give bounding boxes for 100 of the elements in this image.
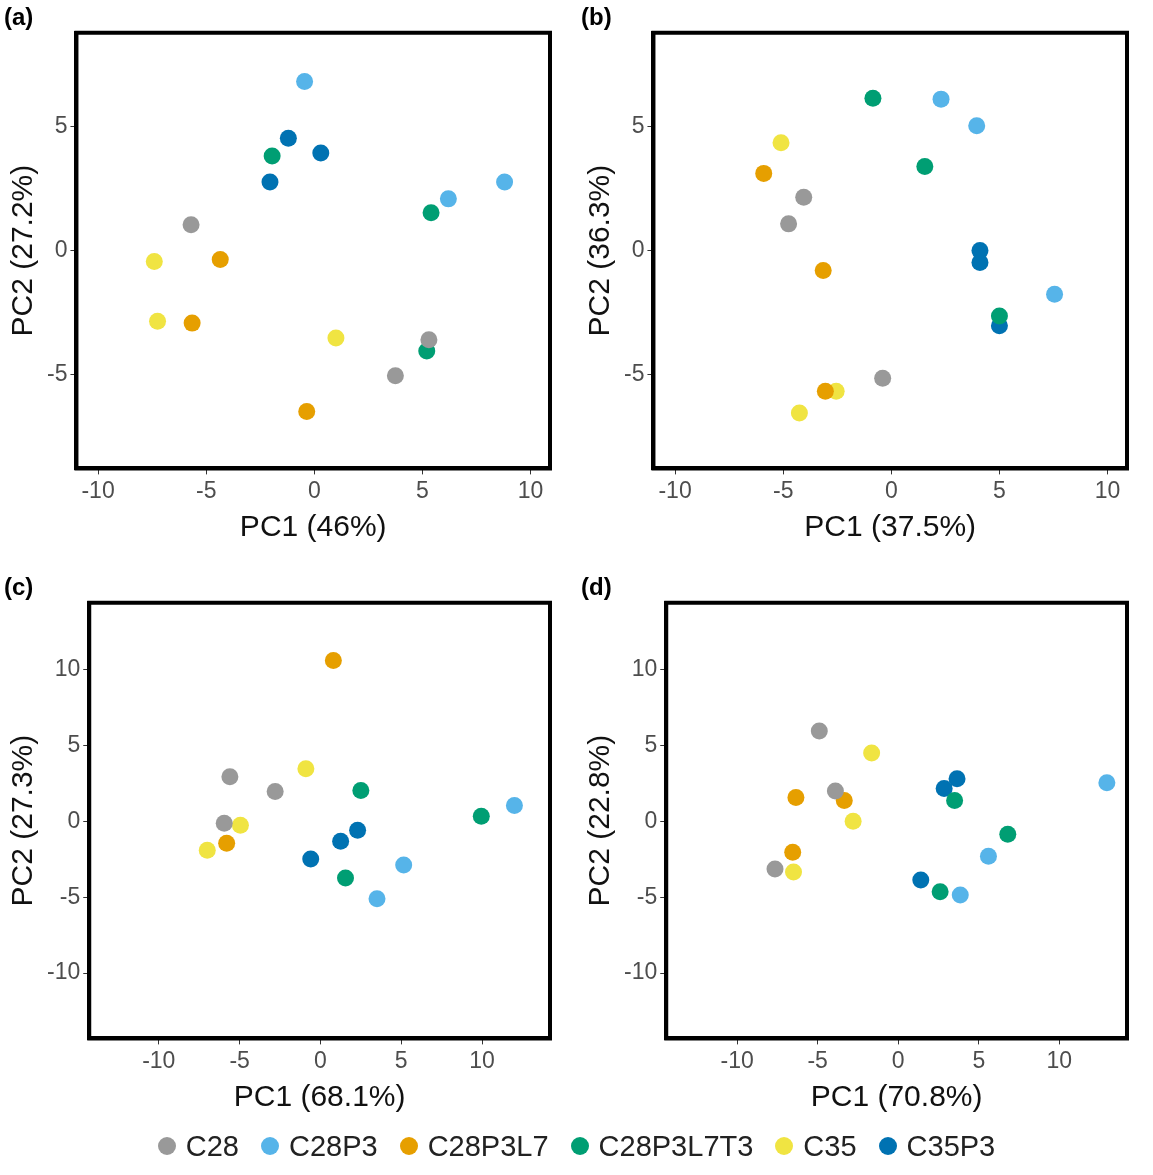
point: [352, 782, 370, 800]
point: [302, 850, 320, 868]
x-tick-label: -5: [772, 476, 794, 503]
point: [218, 834, 236, 852]
point: [231, 816, 249, 834]
legend-label: C28P3: [288, 1129, 378, 1163]
point: [916, 157, 934, 175]
x-axis-title: PC1 (68.1%): [233, 1079, 406, 1113]
point: [755, 164, 773, 182]
y-axis-title: PC2 (22.8%): [582, 734, 616, 907]
point: [951, 886, 969, 904]
point: [263, 147, 281, 165]
point: [814, 261, 832, 279]
y-tick-label: 5: [631, 112, 645, 139]
point: [785, 863, 803, 881]
x-tick-label: 0: [307, 476, 321, 503]
point: [784, 843, 802, 861]
y-tick-label: 0: [644, 806, 658, 833]
x-tick-label: -5: [229, 1046, 250, 1073]
y-tick-label: -5: [59, 882, 81, 909]
point: [844, 812, 862, 830]
y-tick-label: 5: [644, 730, 658, 757]
chart-title: (c): [4, 573, 34, 601]
point: [874, 369, 892, 387]
x-tick-label: 0: [891, 1046, 905, 1073]
point: [183, 314, 201, 332]
legend-label: C28P3L7T3: [598, 1129, 754, 1163]
point: [336, 869, 354, 887]
x-tick-label: -5: [807, 1046, 828, 1073]
x-tick-label: 10: [469, 1046, 495, 1073]
x-tick-label: 0: [884, 476, 898, 503]
point: [932, 90, 950, 108]
point: [496, 173, 514, 191]
chart-title: (b): [581, 3, 612, 31]
x-tick-label: 10: [517, 476, 544, 503]
point: [296, 73, 314, 91]
chart-title: (d): [581, 573, 612, 601]
y-tick-label: 10: [631, 654, 658, 681]
y-tick-label: 0: [67, 806, 81, 833]
point: [327, 329, 345, 347]
point: [505, 796, 523, 814]
point: [931, 883, 949, 901]
y-axis-title: PC2 (36.3%): [582, 164, 616, 337]
point: [279, 129, 297, 147]
point: [182, 216, 200, 234]
y-axis-title: PC2 (27.3%): [5, 734, 39, 907]
chart-title: (a): [4, 3, 34, 31]
y-tick-label: -5: [47, 359, 68, 386]
point: [472, 807, 490, 825]
point: [772, 134, 790, 152]
point: [795, 188, 813, 206]
point: [780, 215, 798, 233]
point: [816, 382, 834, 400]
point: [324, 651, 342, 669]
point: [261, 173, 279, 191]
point: [420, 331, 438, 349]
point: [349, 821, 367, 839]
point: [912, 871, 930, 889]
point: [422, 204, 440, 222]
x-tick-label: 5: [972, 1046, 986, 1073]
point: [990, 307, 1008, 325]
x-tick-label: 10: [1046, 1046, 1073, 1073]
point: [215, 814, 233, 832]
point: [198, 841, 216, 859]
x-axis-title: PC1 (46%): [239, 509, 387, 543]
point: [1046, 285, 1064, 303]
point: [946, 792, 964, 810]
legend-label: C35: [803, 1129, 857, 1163]
point: [948, 770, 966, 788]
x-tick-label: 5: [416, 476, 429, 503]
y-tick-label: -5: [624, 359, 645, 386]
legend-label: C28: [185, 1129, 239, 1163]
point: [999, 825, 1017, 843]
point: [145, 252, 163, 270]
y-tick-label: 0: [54, 235, 68, 262]
y-tick-label: -5: [636, 882, 658, 909]
point: [386, 367, 404, 385]
y-tick-label: -10: [46, 958, 81, 985]
x-tick-label: 5: [993, 476, 1006, 503]
x-axis-title: PC1 (70.8%): [810, 1079, 983, 1113]
point: [790, 404, 808, 422]
y-tick-label: 5: [54, 112, 68, 139]
point: [935, 780, 953, 798]
point: [266, 783, 284, 801]
point: [863, 744, 881, 762]
x-tick-label: 0: [314, 1046, 327, 1073]
x-tick-label: -10: [720, 1046, 754, 1073]
x-tick-label: 10: [1094, 476, 1121, 503]
x-tick-label: 5: [394, 1046, 408, 1073]
point: [979, 847, 997, 865]
point: [312, 144, 330, 162]
x-tick-label: -5: [195, 476, 217, 503]
legend-label: C28P3L7: [427, 1129, 549, 1163]
y-tick-label: 5: [67, 730, 81, 757]
y-tick-label: 0: [631, 235, 645, 262]
x-tick-label: -10: [142, 1046, 176, 1073]
point: [149, 312, 167, 330]
point: [1098, 774, 1116, 792]
legend-label: C35P3: [906, 1129, 996, 1163]
point: [332, 832, 350, 850]
